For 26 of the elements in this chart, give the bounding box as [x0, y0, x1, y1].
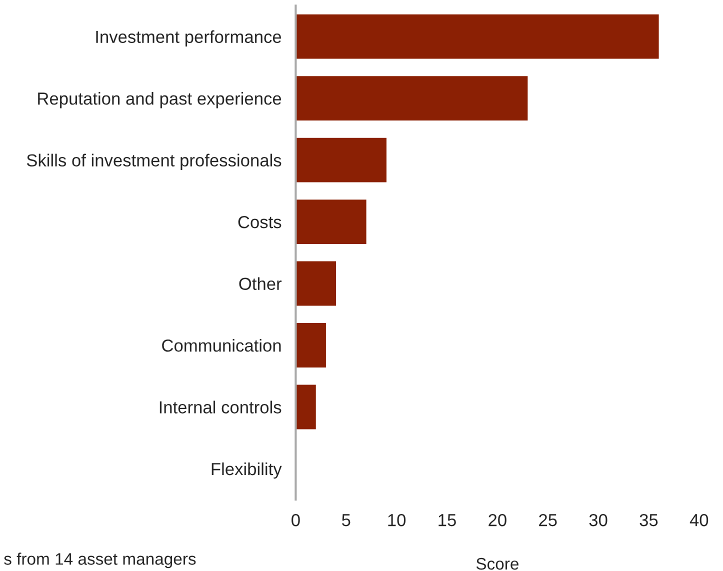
x-tick-label: 30: [589, 514, 608, 526]
text: s from 14 asset managers: [4, 552, 196, 568]
y-tick-label: Flexibility: [212, 462, 282, 479]
y-tick-label: Costs: [238, 216, 282, 228]
bar: [296, 200, 366, 244]
y-tick-label: Investment performance: [96, 30, 282, 46]
y-tick-label: Reputation and past experience: [38, 92, 282, 108]
bar: [296, 14, 659, 59]
y-tick-label: Internal controls: [160, 400, 282, 414]
x-tick-label: 20: [488, 514, 506, 526]
x-tick-label: 10: [388, 514, 406, 526]
y-tick-label: Skills of investment professionals: [26, 154, 282, 170]
bar: [296, 323, 326, 368]
bar: [296, 261, 336, 306]
bar: [296, 384, 316, 430]
y-tick-label: Other: [239, 277, 282, 290]
x-axis-title: Score: [476, 558, 518, 570]
x-tick-label: 5: [342, 514, 350, 526]
x-tick-label: 35: [640, 514, 658, 526]
x-tick-label: 0: [292, 514, 300, 526]
y-tick-label: Communication: [162, 338, 281, 352]
x-tick-label: 40: [690, 514, 708, 526]
x-tick-label: 15: [438, 514, 456, 526]
bar: [296, 76, 528, 121]
x-tick-label: 25: [539, 514, 557, 526]
bar: [296, 138, 386, 182]
